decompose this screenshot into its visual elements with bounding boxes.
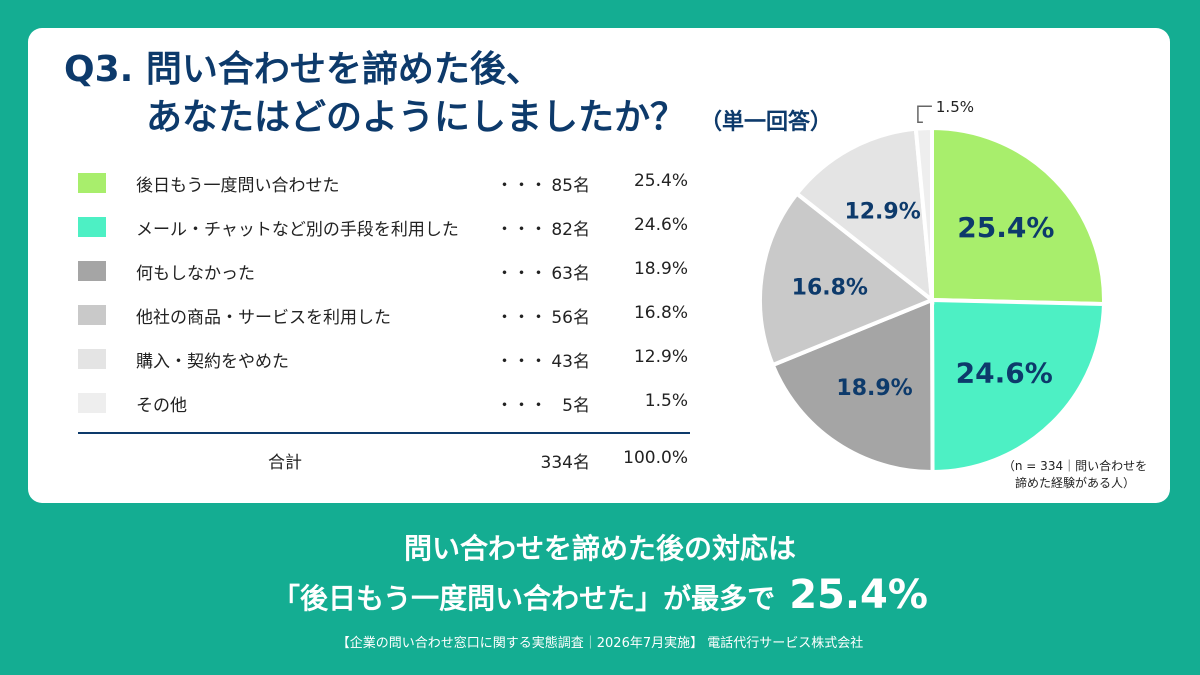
legend-dots: ・・・ — [496, 176, 547, 196]
legend-row: 購入・契約をやめた ・・・ 43名 12.9% — [78, 340, 688, 384]
pie-slice-label: 24.6% — [956, 357, 1053, 390]
question-title: Q3. 問い合わせを諦めた後、 あなたはどのようにしましたか？ （単一回答） — [64, 46, 832, 147]
source-credit: 【企業の問い合わせ窓口に関する実態調査｜2026年7月実施】 電話代行サービス株… — [336, 636, 864, 651]
legend-count: 5名 — [562, 396, 590, 416]
pie-chart: 25.4% 24.6% 18.9% 16.8% 12.9% 1.5% — [758, 100, 1107, 475]
title-line2-wrap: あなたはどのようにしましたか？ （単一回答） — [64, 94, 832, 147]
conclusion-line1: 問い合わせを諦めた後の対応は — [403, 532, 796, 565]
legend-table: 後日もう一度問い合わせた ・・・ 85名 25.4% メール・チャットなど別の手… — [78, 164, 688, 428]
legend-label: 他社の商品・サービスを利用した — [136, 308, 391, 328]
legend-label: 後日もう一度問い合わせた — [136, 176, 340, 196]
total-count: 334名 — [540, 453, 590, 473]
title-line1: Q3. 問い合わせを諦めた後、 — [64, 49, 542, 90]
legend-dots: ・・・ — [496, 264, 547, 284]
legend-dots: ・・・ — [496, 352, 547, 372]
legend-row: 何もしなかった ・・・ 63名 18.9% — [78, 252, 688, 296]
legend-dots: ・・・ — [496, 308, 547, 328]
conclusion-highlight: 25.4% — [789, 572, 928, 618]
legend-percent: 24.6% — [633, 215, 688, 235]
legend-count: 43名 — [551, 352, 590, 372]
answer-type: （単一回答） — [700, 110, 833, 135]
legend-count: 82名 — [551, 220, 590, 240]
legend-swatch — [78, 217, 106, 237]
legend-count: 85名 — [551, 176, 590, 196]
pie-slice — [930, 125, 1106, 307]
legend-percent: 16.8% — [633, 303, 688, 323]
total-divider — [78, 432, 690, 434]
legend-swatch — [78, 173, 106, 193]
legend-label: その他 — [136, 396, 187, 416]
legend-count: 63名 — [551, 264, 590, 284]
pie-slices — [758, 125, 1107, 475]
legend-label: 購入・契約をやめた — [136, 352, 289, 372]
legend-swatch — [78, 261, 106, 281]
pie-leader-line — [917, 105, 932, 123]
pie-slice — [794, 126, 935, 305]
legend-label: 何もしなかった — [136, 264, 255, 284]
legend-row: メール・チャットなど別の手段を利用した ・・・ 82名 24.6% — [78, 208, 688, 252]
legend-count: 56名 — [551, 308, 590, 328]
legend-dots: ・・・ — [496, 220, 547, 240]
sample-note-line2: 諦めた経験がある人） — [1014, 476, 1135, 490]
conclusion-line2: 「後日もう一度問い合わせた」が最多で — [272, 582, 776, 615]
legend-percent: 12.9% — [633, 347, 688, 367]
sample-note: （n = 334｜問い合わせを 諦めた経験がある人） — [990, 458, 1160, 492]
legend-swatch — [78, 305, 106, 325]
legend-dots: ・・・ — [496, 396, 547, 416]
legend-swatch — [78, 349, 106, 369]
legend-row: その他 ・・・ 5名 1.5% — [78, 384, 688, 428]
legend-label: メール・チャットなど別の手段を利用した — [136, 220, 459, 240]
pie-slice-label: 18.9% — [836, 376, 912, 401]
pie-slice — [929, 297, 1107, 475]
pie-labels: 25.4% 24.6% 18.9% 16.8% 12.9% 1.5% — [792, 100, 1055, 401]
legend-row: 他社の商品・サービスを利用した ・・・ 56名 16.8% — [78, 296, 688, 340]
conclusion: 問い合わせを諦めた後の対応は 「後日もう一度問い合わせた」が最多で 25.4% — [0, 526, 1200, 622]
total-label: 合計 — [268, 453, 302, 473]
pie-slice-label: 12.9% — [844, 199, 920, 224]
legend-swatch — [78, 393, 106, 413]
title-line2: あなたはどのようにしましたか？ — [146, 97, 687, 138]
pie-slice-label: 1.5% — [936, 100, 974, 116]
total-row: 合計 334名 100.0% — [78, 448, 688, 478]
conclusion-line2-wrap: 「後日もう一度問い合わせた」が最多で 25.4% — [0, 572, 1200, 622]
sample-note-line1: （n = 334｜問い合わせを — [1002, 459, 1148, 473]
legend-percent: 1.5% — [644, 391, 688, 411]
pie-slice-label: 25.4% — [957, 211, 1054, 244]
pie-slice — [770, 297, 935, 474]
pie-slice — [913, 125, 934, 301]
pie-slice — [758, 190, 936, 368]
legend-percent: 18.9% — [633, 259, 688, 279]
total-percent: 100.0% — [623, 448, 688, 468]
legend-row: 後日もう一度問い合わせた ・・・ 85名 25.4% — [78, 164, 688, 208]
legend-percent: 25.4% — [633, 171, 688, 191]
pie-slice-label: 16.8% — [792, 276, 868, 301]
